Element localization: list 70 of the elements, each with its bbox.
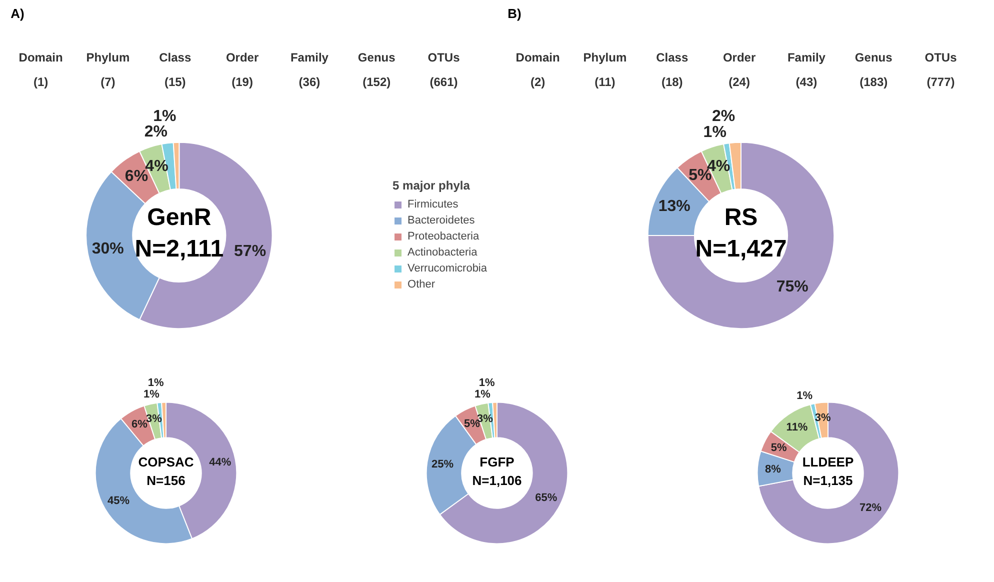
text: (15) <box>164 74 186 89</box>
text: (36) <box>298 74 320 89</box>
data-label: 1% <box>474 388 491 401</box>
text: N=2,111 <box>134 236 224 262</box>
data-label: 25% <box>432 458 454 470</box>
text: FGFP <box>480 454 515 470</box>
data-label: 1% <box>703 124 726 141</box>
legend-title: 5 major phyla <box>392 178 471 192</box>
category-label: Domain <box>18 50 63 64</box>
text: (2) <box>530 74 546 89</box>
text: N=1,135 <box>803 473 853 488</box>
category-label: Genus <box>854 50 893 64</box>
category-label: Domain <box>516 50 560 64</box>
text: (19) <box>232 74 253 89</box>
data-label: 2% <box>144 123 168 140</box>
data-label: 1% <box>796 390 813 402</box>
text: (152) <box>362 74 391 89</box>
category-label: Phylum <box>86 50 130 64</box>
category-label: Class <box>656 50 688 64</box>
data-label: 1% <box>148 376 164 389</box>
data-label: 11% <box>786 421 808 434</box>
text: (183) <box>860 74 888 89</box>
category-label: OTUs <box>428 50 460 64</box>
text: B) <box>508 6 522 21</box>
text: (11) <box>594 74 616 89</box>
text: (7) <box>100 74 116 89</box>
data-label: 8% <box>765 464 782 476</box>
data-label: 2% <box>712 108 736 125</box>
data-label: 1% <box>478 376 495 389</box>
data-label: 72% <box>859 502 882 514</box>
data-label: 45% <box>108 495 130 508</box>
legend-label: Verrucomicrobia <box>408 262 487 276</box>
text: COPSAC <box>138 454 194 470</box>
text: (18) <box>661 74 683 89</box>
category-label: Order <box>722 50 756 64</box>
data-label: 1% <box>153 108 176 125</box>
text: N=1,106 <box>472 473 522 488</box>
text: (777) <box>926 74 955 89</box>
data-label: 5% <box>770 442 788 454</box>
text: RS <box>724 204 758 231</box>
legend-label: Firmicutes <box>408 198 458 212</box>
data-label: 44% <box>209 456 232 469</box>
legend-label: Bacteroidetes <box>408 214 475 228</box>
category-label: Class <box>159 50 192 64</box>
category-label: Family <box>290 50 329 64</box>
category-label: OTUs <box>924 50 958 64</box>
data-label: 65% <box>535 492 558 504</box>
text: (43) <box>796 74 818 89</box>
text: (1) <box>33 74 48 89</box>
legend-label: Other <box>408 278 436 292</box>
data-label: 30% <box>92 240 124 258</box>
data-label: 1% <box>143 388 160 401</box>
data-label: 75% <box>776 278 808 296</box>
data-label: 57% <box>234 242 266 260</box>
text: GenR <box>147 204 212 231</box>
text: (24) <box>728 74 750 89</box>
legend-label: Actinobacteria <box>408 246 478 260</box>
category-label: Order <box>226 50 259 64</box>
category-label: Genus <box>358 50 396 64</box>
text: LLDEEP <box>802 454 854 470</box>
text: N=1,427 <box>695 236 787 262</box>
text: A) <box>10 6 24 21</box>
data-label: 13% <box>658 198 690 216</box>
category-label: Family <box>787 50 826 64</box>
legend-label: Proteobacteria <box>408 230 480 244</box>
data-label: 3% <box>146 413 162 426</box>
category-label: Phylum <box>583 50 627 64</box>
text: (661) <box>430 74 458 89</box>
data-label: 6% <box>131 418 148 431</box>
text: N=156 <box>146 473 186 488</box>
